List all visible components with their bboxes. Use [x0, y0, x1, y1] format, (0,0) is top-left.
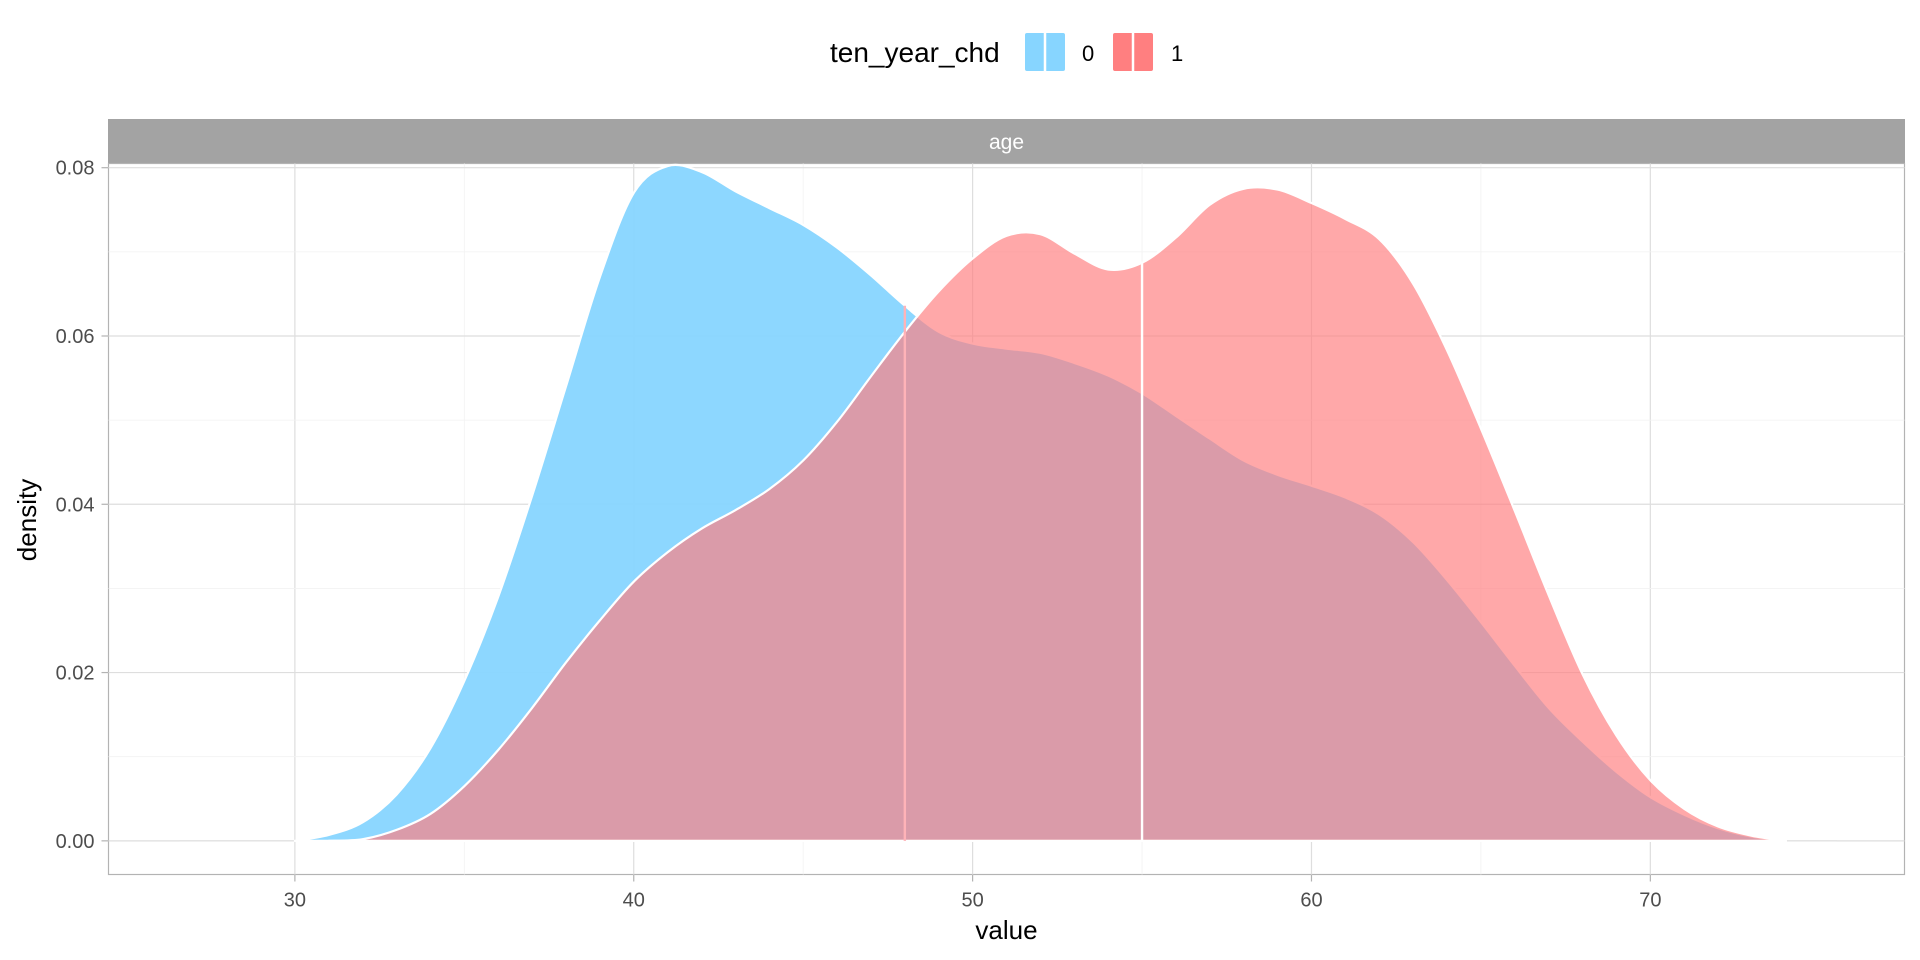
- y-axis: 0.00 0.02 0.04 0.06 0.08: [56, 158, 109, 853]
- y-tick-label: 0.02: [56, 663, 95, 685]
- density-area-1: [327, 186, 1787, 842]
- facet-strip-label: age: [989, 131, 1024, 154]
- legend-title: ten_year_chd: [830, 37, 1000, 68]
- legend: ten_year_chd 0 1: [830, 33, 1183, 71]
- legend-label-1: 1: [1171, 41, 1183, 66]
- facet-strip: [108, 119, 1905, 163]
- y-tick-label: 0.04: [56, 494, 95, 516]
- x-tick-label: 60: [1300, 890, 1322, 912]
- x-axis-title: value: [975, 915, 1037, 945]
- median-lines: [903, 262, 1144, 841]
- legend-label-0: 0: [1082, 41, 1094, 66]
- x-axis: 30 40 50 60 70: [284, 874, 1661, 912]
- y-tick-label: 0.08: [56, 158, 95, 180]
- x-tick-label: 30: [284, 890, 306, 912]
- x-tick-label: 50: [961, 890, 983, 912]
- y-tick-label: 0.06: [56, 326, 95, 348]
- legend-key-0: [1025, 33, 1065, 71]
- y-axis-title: density: [12, 479, 42, 561]
- density-areas: [179, 163, 1837, 842]
- legend-key-1: [1113, 33, 1153, 71]
- x-tick-label: 70: [1639, 890, 1661, 912]
- y-tick-label: 0.00: [56, 831, 95, 853]
- x-tick-label: 40: [623, 890, 645, 912]
